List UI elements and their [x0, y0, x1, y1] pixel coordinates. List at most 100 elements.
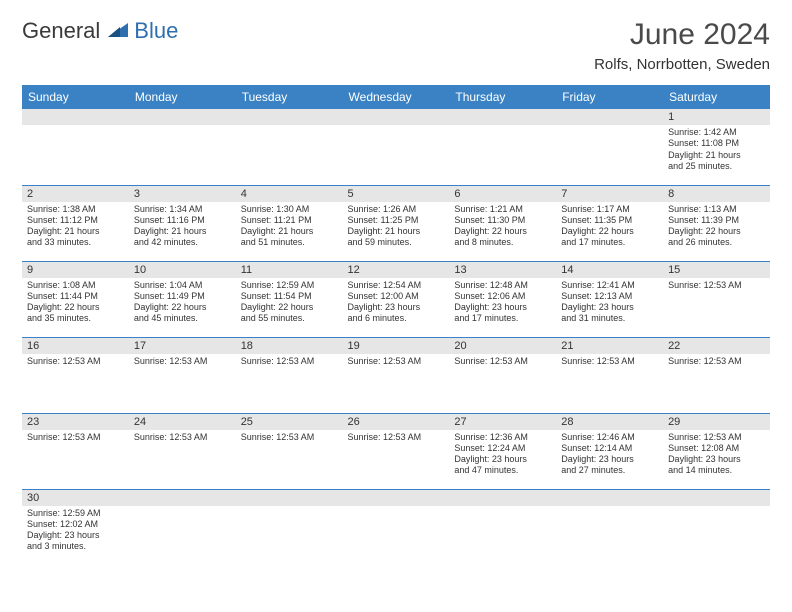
location: Rolfs, Norrbotten, Sweden	[594, 56, 770, 73]
calendar-cell: 20Sunrise: 12:53 AM	[449, 337, 556, 413]
day-number	[449, 490, 556, 506]
day-number: 13	[449, 262, 556, 278]
day-data-line: and 6 minutes.	[348, 313, 445, 324]
day-data-line: and 14 minutes.	[668, 465, 765, 476]
day-data-line: Sunrise: 1:08 AM	[27, 280, 124, 291]
day-number: 10	[129, 262, 236, 278]
calendar-cell: 30Sunrise: 12:59 AMSunset: 12:02 AMDayli…	[22, 489, 129, 565]
calendar-cell: 10Sunrise: 1:04 AMSunset: 11:49 PMDaylig…	[129, 261, 236, 337]
calendar-cell	[22, 109, 129, 185]
day-number: 24	[129, 414, 236, 430]
day-data-line: Sunset: 11:12 PM	[27, 215, 124, 226]
day-data: Sunrise: 1:30 AMSunset: 11:21 PMDaylight…	[236, 202, 343, 251]
day-number: 2	[22, 186, 129, 202]
day-number: 5	[343, 186, 450, 202]
day-data-line: and 35 minutes.	[27, 313, 124, 324]
day-data-line: Sunrise: 12:48 AM	[454, 280, 551, 291]
calendar-cell	[129, 489, 236, 565]
day-data: Sunrise: 12:53 AM	[343, 430, 450, 445]
day-data-line: and 42 minutes.	[134, 237, 231, 248]
day-data-line: and 59 minutes.	[348, 237, 445, 248]
day-data-line: Daylight: 23 hours	[454, 302, 551, 313]
day-number	[343, 109, 450, 125]
day-data-line: and 26 minutes.	[668, 237, 765, 248]
day-data-line: and 8 minutes.	[454, 237, 551, 248]
day-data: Sunrise: 1:08 AMSunset: 11:44 PMDaylight…	[22, 278, 129, 327]
day-number: 1	[663, 109, 770, 125]
day-data-line: and 3 minutes.	[27, 541, 124, 552]
day-number: 23	[22, 414, 129, 430]
day-data-line: Sunrise: 1:17 AM	[561, 204, 658, 215]
month-title: June 2024	[594, 18, 770, 52]
day-number: 14	[556, 262, 663, 278]
brand-sail-icon	[106, 19, 130, 44]
calendar-cell: 26Sunrise: 12:53 AM	[343, 413, 450, 489]
calendar-cell: 24Sunrise: 12:53 AM	[129, 413, 236, 489]
day-data: Sunrise: 12:48 AMSunset: 12:06 AMDayligh…	[449, 278, 556, 327]
day-data-line: Daylight: 21 hours	[134, 226, 231, 237]
calendar-cell	[236, 489, 343, 565]
calendar-cell: 5Sunrise: 1:26 AMSunset: 11:25 PMDayligh…	[343, 185, 450, 261]
calendar-cell	[343, 109, 450, 185]
weekday-header: Saturday	[663, 85, 770, 109]
weekday-header: Friday	[556, 85, 663, 109]
calendar-cell: 18Sunrise: 12:53 AM	[236, 337, 343, 413]
weekday-header-row: SundayMondayTuesdayWednesdayThursdayFrid…	[22, 85, 770, 109]
calendar-body: 1Sunrise: 1:42 AMSunset: 11:08 PMDayligh…	[22, 109, 770, 565]
day-data: Sunrise: 12:53 AM	[22, 354, 129, 369]
day-number: 6	[449, 186, 556, 202]
weekday-header: Thursday	[449, 85, 556, 109]
day-number: 16	[22, 338, 129, 354]
day-data-line: and 31 minutes.	[561, 313, 658, 324]
calendar-cell: 13Sunrise: 12:48 AMSunset: 12:06 AMDayli…	[449, 261, 556, 337]
day-data-line: Sunrise: 12:59 AM	[27, 508, 124, 519]
day-data-line: Daylight: 23 hours	[348, 302, 445, 313]
day-data-line: Daylight: 23 hours	[454, 454, 551, 465]
calendar-cell: 16Sunrise: 12:53 AM	[22, 337, 129, 413]
day-number	[129, 490, 236, 506]
day-data-line: and 45 minutes.	[134, 313, 231, 324]
calendar-cell	[449, 489, 556, 565]
day-data: Sunrise: 1:21 AMSunset: 11:30 PMDaylight…	[449, 202, 556, 251]
day-data: Sunrise: 12:53 AM	[556, 354, 663, 369]
calendar-cell: 23Sunrise: 12:53 AM	[22, 413, 129, 489]
day-data-line: Sunrise: 1:42 AM	[668, 127, 765, 138]
day-data-line: Sunrise: 12:53 AM	[454, 356, 551, 367]
calendar-cell: 29Sunrise: 12:53 AMSunset: 12:08 AMDayli…	[663, 413, 770, 489]
day-number	[343, 490, 450, 506]
day-number	[236, 490, 343, 506]
day-data: Sunrise: 12:53 AM	[663, 278, 770, 293]
day-number: 28	[556, 414, 663, 430]
day-number: 29	[663, 414, 770, 430]
day-number: 7	[556, 186, 663, 202]
day-number: 17	[129, 338, 236, 354]
day-data-line: Sunset: 12:02 AM	[27, 519, 124, 530]
day-data-line: Daylight: 22 hours	[27, 302, 124, 313]
day-data-line: Sunrise: 12:59 AM	[241, 280, 338, 291]
day-data-line: Sunset: 11:30 PM	[454, 215, 551, 226]
calendar-cell	[556, 109, 663, 185]
weekday-header: Wednesday	[343, 85, 450, 109]
day-data: Sunrise: 1:04 AMSunset: 11:49 PMDaylight…	[129, 278, 236, 327]
day-number: 27	[449, 414, 556, 430]
day-data-line: Sunrise: 12:41 AM	[561, 280, 658, 291]
day-data-line: Sunrise: 1:04 AM	[134, 280, 231, 291]
day-data-line: Sunset: 12:00 AM	[348, 291, 445, 302]
calendar-row: 16Sunrise: 12:53 AM17Sunrise: 12:53 AM18…	[22, 337, 770, 413]
day-data-line: Sunrise: 12:46 AM	[561, 432, 658, 443]
day-data-line: Daylight: 21 hours	[668, 150, 765, 161]
day-data-line: and 51 minutes.	[241, 237, 338, 248]
day-data-line: and 27 minutes.	[561, 465, 658, 476]
day-data-line: Daylight: 22 hours	[241, 302, 338, 313]
calendar-cell: 9Sunrise: 1:08 AMSunset: 11:44 PMDayligh…	[22, 261, 129, 337]
day-data: Sunrise: 1:38 AMSunset: 11:12 PMDaylight…	[22, 202, 129, 251]
day-data-line: Sunrise: 12:53 AM	[561, 356, 658, 367]
day-data: Sunrise: 12:59 AMSunset: 11:54 PMDayligh…	[236, 278, 343, 327]
calendar-cell	[129, 109, 236, 185]
weekday-header: Monday	[129, 85, 236, 109]
day-data-line: Sunset: 11:21 PM	[241, 215, 338, 226]
day-data-line: Sunset: 11:08 PM	[668, 138, 765, 149]
calendar-row: 9Sunrise: 1:08 AMSunset: 11:44 PMDayligh…	[22, 261, 770, 337]
day-number: 4	[236, 186, 343, 202]
calendar-cell: 25Sunrise: 12:53 AM	[236, 413, 343, 489]
